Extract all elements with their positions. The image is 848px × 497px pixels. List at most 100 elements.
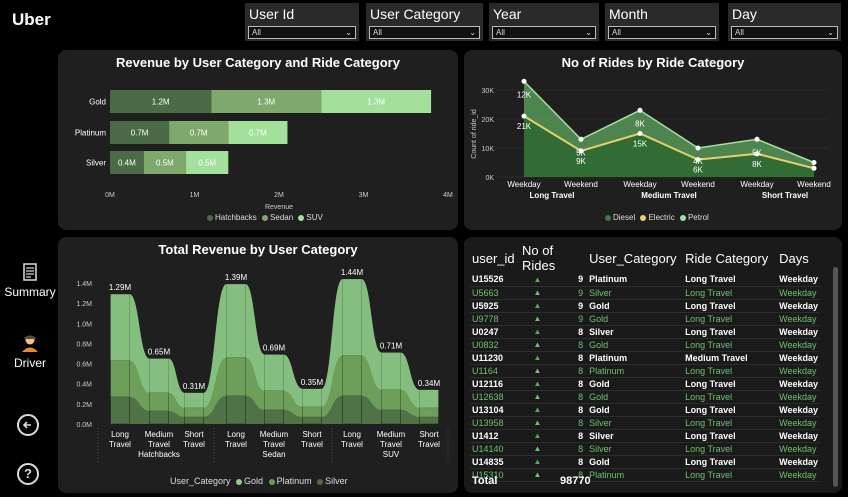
summary-nav-button[interactable]: Summary (0, 262, 60, 299)
legend-swatch (317, 478, 324, 485)
stacked-column-outline (110, 396, 130, 425)
driver-nav-button[interactable]: Driver (0, 333, 60, 370)
table-row[interactable]: U14140 ▲ 8 Silver Long Travel Weekday (470, 442, 820, 456)
x-tick-label: Travel (263, 440, 285, 449)
column-header-no-of-rides[interactable]: No of Rides (522, 243, 556, 273)
diesel-data-label: 8K (752, 160, 762, 169)
total-data-label: 0.71M (380, 341, 403, 350)
cell-ride-category: Long Travel (683, 468, 778, 482)
diesel-data-label: 21K (517, 122, 532, 131)
table-row[interactable]: U5925 ▲ 9 Gold Long Travel Weekday (470, 299, 820, 313)
table-row[interactable]: U9778 ▲ 9 Gold Long Travel Weekday (470, 312, 820, 326)
stacked-column-outline (342, 395, 362, 425)
x-tick-label: Weekday (740, 180, 773, 189)
electric-point (811, 165, 817, 171)
day-dropdown[interactable]: All ⌄ (731, 26, 838, 39)
y-tick-label: 1.0M (76, 321, 92, 328)
x-tick-label: 1M (190, 192, 200, 199)
stacked-column-outline (419, 416, 439, 425)
slicer-user-id: User Id All ⌄ (245, 3, 359, 41)
petrol-data-label: 12K (517, 90, 532, 99)
y-tick-label: 0K (485, 175, 494, 182)
table-row[interactable]: U15526 ▲ 9 Platinum Long Travel Weekday (470, 273, 820, 287)
column-header-user-category[interactable]: User_Category (589, 250, 677, 266)
table-row[interactable]: U1412 ▲ 8 Silver Long Travel Weekday (470, 429, 820, 443)
up-arrow-icon: ▲ (520, 338, 555, 352)
cell-user-id: U5925 (470, 299, 520, 313)
petrol-data-label: 4K (693, 157, 703, 166)
cell-days: Weekday (777, 416, 820, 430)
cell-ride-category: Long Travel (683, 273, 778, 287)
table-row[interactable]: U1164 ▲ 8 Platinum Long Travel Weekday (470, 364, 820, 378)
electric-point (578, 148, 584, 154)
back-button[interactable] (17, 414, 39, 436)
table-row[interactable]: U5663 ▲ 9 Silver Long Travel Weekday (470, 286, 820, 300)
year-dropdown[interactable]: All ⌄ (492, 26, 596, 39)
x-axis-label: Revenue (265, 204, 293, 211)
table-scrollbar[interactable] (833, 267, 838, 487)
cell-user-id: U5663 (470, 286, 520, 300)
cell-user-category: Silver (587, 429, 684, 443)
up-arrow-icon: ▲ (520, 455, 555, 469)
up-arrow-icon: ▲ (520, 429, 555, 443)
slicer-day: Day All ⌄ (728, 3, 841, 41)
petrol-data-label: 5K (752, 148, 762, 157)
diesel-data-label: 15K (633, 140, 648, 149)
column-header-ride-category[interactable]: Ride Category (685, 250, 769, 266)
legend-item: Electric (648, 213, 675, 222)
cell-ride-category: Long Travel (683, 403, 778, 417)
cell-ride-category: Long Travel (683, 325, 778, 339)
slicer-label: Day (732, 6, 757, 22)
month-dropdown[interactable]: All ⌄ (608, 26, 716, 39)
x-tick-label: Long (227, 430, 245, 439)
x-tick-label: 2M (274, 192, 284, 199)
user-id-dropdown[interactable]: All ⌄ (248, 26, 356, 39)
petrol-data-label: 8K (635, 119, 645, 128)
bar-segment (110, 121, 170, 144)
data-label: 1.2M (152, 98, 170, 107)
petrol-point (578, 136, 584, 142)
y-tick-label: 20K (482, 117, 495, 124)
up-arrow-icon: ▲ (520, 325, 555, 339)
cell-no-of-rides: 8 (554, 403, 588, 417)
y-axis-label: Count of ride_id (471, 109, 478, 159)
chevron-down-icon: ⌄ (345, 28, 352, 37)
x-tick-label: Weekend (564, 180, 598, 189)
cell-user-category: Silver (587, 416, 684, 430)
cell-no-of-rides: 8 (554, 442, 588, 456)
x-tick-label: Weekend (797, 180, 831, 189)
chart-title: No of Rides by Ride Category (561, 55, 745, 70)
table-row[interactable]: U13958 ▲ 8 Silver Long Travel Weekday (470, 416, 820, 430)
column-header-days[interactable]: Days (779, 250, 809, 266)
help-button[interactable]: ? (17, 463, 39, 485)
stacked-column-outline (149, 410, 169, 425)
cell-days: Weekday (777, 273, 820, 287)
table-row[interactable]: U11230 ▲ 8 Platinum Medium Travel Weekday (470, 351, 820, 365)
revenue-legend: Hatchbacks Sedan SUV (204, 213, 323, 222)
x-tick-label: Medium (377, 430, 406, 439)
y-tick-label: 0.0M (76, 422, 92, 429)
cell-days: Weekday (777, 312, 820, 326)
table-row[interactable]: U15310 ▲ 8 Platinum Long Travel Weekday (470, 468, 820, 482)
cell-ride-category: Long Travel (683, 416, 778, 430)
x-tick-label: Short (302, 430, 322, 439)
cell-days: Weekday (777, 390, 820, 404)
user-category-dropdown[interactable]: All ⌄ (369, 26, 480, 39)
report-icon (23, 263, 37, 281)
cell-no-of-rides: 8 (554, 364, 588, 378)
cell-no-of-rides: 9 (554, 312, 588, 326)
cell-ride-category: Long Travel (683, 390, 778, 404)
column-header-user-id[interactable]: user_id (472, 250, 515, 266)
table-row[interactable]: U12116 ▲ 8 Gold Long Travel Weekday (470, 377, 820, 391)
diesel-data-label: 6K (693, 166, 703, 175)
table-row[interactable]: U14835 ▲ 8 Gold Long Travel Weekday (470, 455, 820, 469)
data-label: 1.3M (257, 98, 275, 107)
cell-days: Weekday (777, 377, 820, 391)
table-row[interactable]: U0832 ▲ 8 Gold Long Travel Weekday (470, 338, 820, 352)
up-arrow-icon: ▲ (520, 364, 555, 378)
cell-ride-category: Long Travel (683, 286, 778, 300)
table-row[interactable]: U0247 ▲ 8 Silver Long Travel Weekday (470, 325, 820, 339)
table-row[interactable]: U12638 ▲ 8 Gold Long Travel Weekday (470, 390, 820, 404)
table-row[interactable]: U13104 ▲ 8 Gold Long Travel Weekday (470, 403, 820, 417)
cell-user-id: U14835 (470, 455, 520, 469)
